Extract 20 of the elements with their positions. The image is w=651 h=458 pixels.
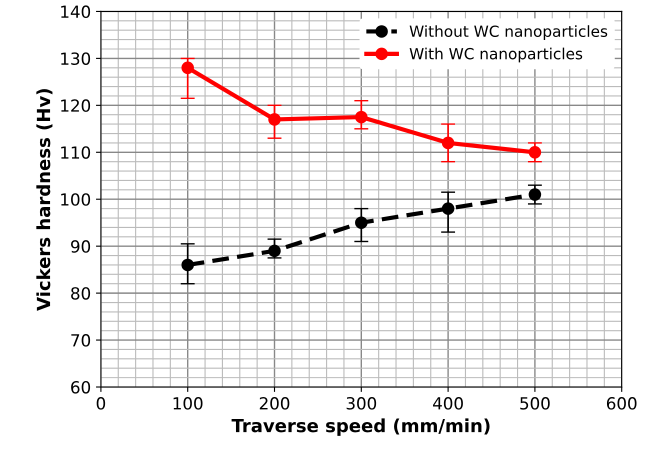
y-tick-label: 110 bbox=[61, 146, 90, 159]
x-tick-label: 300 bbox=[346, 397, 376, 410]
x-tick-label: 500 bbox=[520, 397, 550, 410]
y-tick-label: 140 bbox=[61, 5, 90, 18]
y-tick-label: 60 bbox=[71, 380, 90, 394]
x-tick-label: 400 bbox=[433, 397, 463, 410]
x-tick-label: 200 bbox=[260, 397, 290, 410]
y-tick-label: 70 bbox=[71, 334, 90, 347]
x-tick-label: 0 bbox=[96, 397, 106, 410]
legend-label: Without WC nanoparticles bbox=[410, 25, 608, 40]
y-tick-label: 100 bbox=[61, 193, 90, 206]
x-axis-title: Traverse speed (mm/min) bbox=[232, 418, 490, 436]
y-tick-label: 90 bbox=[71, 240, 90, 253]
y-tick-label: 130 bbox=[61, 52, 90, 65]
y-tick-label: 120 bbox=[61, 99, 90, 112]
x-tick-label: 600 bbox=[606, 397, 637, 410]
y-tick-label: 80 bbox=[71, 287, 90, 300]
x-tick-label: 100 bbox=[174, 397, 203, 410]
legend-label: With WC nanoparticles bbox=[410, 48, 582, 62]
y-axis-title: Vickers hardness (Hv) bbox=[36, 89, 52, 311]
